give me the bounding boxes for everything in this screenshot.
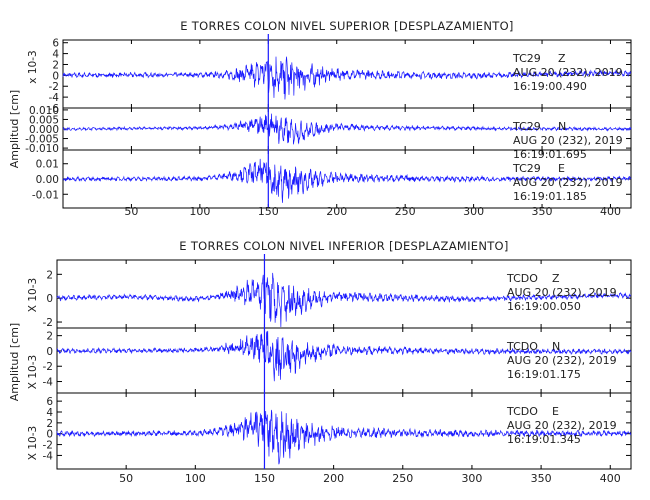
time-label: 16:19:01.695 xyxy=(513,148,587,161)
seismic-trace xyxy=(62,158,632,203)
y-tick-label: -2 xyxy=(43,440,53,452)
y-tick-label: 0.005 xyxy=(29,114,59,126)
x-tick-label: 200 xyxy=(326,205,347,218)
date-label: AUG 20 (232), 2019 xyxy=(513,134,623,147)
x-tick-label: 300 xyxy=(461,472,482,485)
x-tick-label: 350 xyxy=(531,472,552,485)
date-label: AUG 20 (232), 2019 xyxy=(513,176,623,189)
y-scale-label: X 10-3 xyxy=(27,278,39,312)
y-tick-label: 2 xyxy=(52,59,59,71)
y-tick-label: -2 xyxy=(49,81,59,93)
x-tick-label: 400 xyxy=(600,205,621,218)
time-label: 16:19:00.490 xyxy=(513,80,587,93)
channel-label: TCDO xyxy=(506,340,538,353)
component-label: E xyxy=(558,162,565,175)
y-tick-label: 2 xyxy=(46,331,53,343)
y-tick-label: 6 xyxy=(52,38,59,50)
x-tick-label: 200 xyxy=(323,472,344,485)
x-tick-label: 300 xyxy=(463,205,484,218)
y-tick-label: -0.010 xyxy=(25,143,59,155)
y-axis-label: Amplitud [cm] xyxy=(8,323,21,401)
y-tick-label: 0.000 xyxy=(29,124,59,136)
x-tick-label: 150 xyxy=(258,205,279,218)
seismic-trace xyxy=(62,113,632,145)
y-tick-label: 6 xyxy=(46,396,53,408)
y-tick-label: 0 xyxy=(46,346,53,358)
y-tick-label: 0 xyxy=(46,293,53,305)
time-label: 16:19:01.345 xyxy=(507,433,581,446)
y-tick-label: 0 xyxy=(46,429,53,441)
chart-title: E TORRES COLON NIVEL SUPERIOR [DESPLAZAM… xyxy=(180,19,513,33)
x-tick-label: 250 xyxy=(395,205,416,218)
y-tick-label: 0.01 xyxy=(36,159,59,171)
x-tick-label: 100 xyxy=(189,205,210,218)
x-tick-label: 400 xyxy=(600,472,621,485)
channel-label: TCDO xyxy=(506,405,538,418)
channel-label: TC29 xyxy=(512,162,541,175)
y-tick-label: 0 xyxy=(52,70,59,82)
x-tick-label: 50 xyxy=(124,205,138,218)
x-tick-label: 150 xyxy=(254,472,275,485)
y-tick-label: 4 xyxy=(46,407,53,419)
component-label: E xyxy=(552,405,559,418)
y-tick-label: 2 xyxy=(46,269,53,281)
seismic-trace xyxy=(56,272,632,328)
date-label: AUG 20 (232), 2019 xyxy=(507,286,617,299)
chart-title: E TORRES COLON NIVEL INFERIOR [DESPLAZAM… xyxy=(179,239,508,253)
x-tick-label: 350 xyxy=(532,205,553,218)
y-tick-label: -4 xyxy=(43,377,54,389)
x-tick-label: 100 xyxy=(185,472,206,485)
component-label: Z xyxy=(558,52,566,65)
y-tick-label: -2 xyxy=(43,361,53,373)
date-label: AUG 20 (232), 2019 xyxy=(507,419,617,432)
seismic-trace xyxy=(56,330,632,382)
y-tick-label: 0.010 xyxy=(29,105,59,117)
y-scale-label: X 10-3 xyxy=(27,355,39,389)
y-tick-label: -0.005 xyxy=(25,134,59,146)
y-tick-label: -4 xyxy=(49,92,60,104)
time-label: 16:19:00.050 xyxy=(507,300,581,313)
y-tick-label: -0.01 xyxy=(32,189,59,201)
date-label: AUG 20 (232), 2019 xyxy=(507,354,617,367)
channel-label: TC29 xyxy=(512,120,541,133)
y-tick-label: 0.00 xyxy=(36,174,59,186)
y-tick-label: -2 xyxy=(43,317,53,329)
date-label: AUG 20 (232), 2019 xyxy=(513,66,623,79)
channel-label: TCDO xyxy=(506,272,538,285)
y-scale-label: X 10-3 xyxy=(27,426,39,460)
y-tick-label: -6 xyxy=(49,103,60,115)
x-tick-label: 50 xyxy=(119,472,133,485)
panel-frame xyxy=(56,392,632,470)
seismic-trace xyxy=(56,409,632,465)
time-label: 16:19:01.175 xyxy=(507,368,581,381)
component-label: N xyxy=(558,120,566,133)
channel-label: TC29 xyxy=(512,52,541,65)
y-tick-label: 2 xyxy=(46,418,53,430)
component-label: N xyxy=(552,340,560,353)
y-axis-label: Amplitud [cm] xyxy=(8,90,21,168)
y-tick-label: -4 xyxy=(43,450,54,462)
y-tick-label: 4 xyxy=(52,49,59,61)
seismic-trace xyxy=(62,56,632,100)
x-tick-label: 250 xyxy=(392,472,413,485)
component-label: Z xyxy=(552,272,560,285)
y-scale-label: x 10-3 xyxy=(27,50,39,83)
time-label: 16:19:01.185 xyxy=(513,190,587,203)
